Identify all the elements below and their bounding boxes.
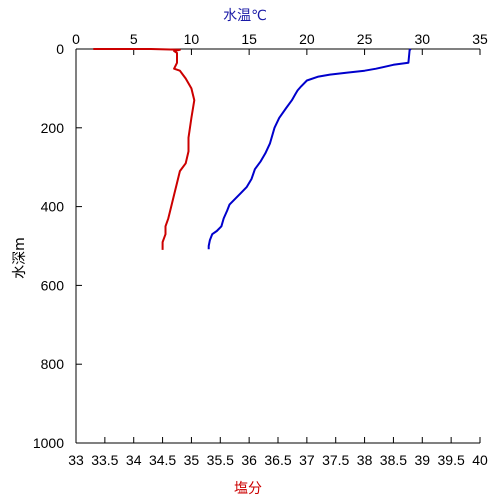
bottom-tick-label: 36: [241, 452, 257, 468]
salinity-line: [93, 48, 196, 250]
bottom-tick-label: 38: [357, 452, 373, 468]
plot-frame: [75, 48, 480, 444]
series-layer: [93, 48, 412, 250]
top-axis-title: 水温℃: [223, 8, 267, 24]
top-tick-label: 5: [130, 31, 138, 47]
y-tick-label: 200: [41, 120, 65, 136]
top-tick-label: 0: [72, 31, 80, 47]
y-tick-label: 400: [41, 199, 65, 215]
bottom-tick-label: 39.5: [438, 452, 465, 468]
top-tick-label: 20: [299, 31, 315, 47]
water-temperature-line: [207, 48, 412, 250]
bottom-tick-label: 34.5: [149, 452, 176, 468]
y-tick-label: 0: [56, 41, 64, 57]
bottom-tick-label: 33.5: [91, 452, 118, 468]
bottom-tick-label: 34: [126, 452, 142, 468]
top-tick-label: 35: [472, 31, 488, 47]
bottom-tick-label: 39: [414, 452, 430, 468]
bottom-tick-label: 38.5: [380, 452, 407, 468]
bottom-tick-label: 40: [472, 452, 488, 468]
bottom-tick-label: 37.5: [322, 452, 349, 468]
top-tick-label: 10: [184, 31, 200, 47]
y-tick-label: 600: [41, 277, 65, 293]
bottom-tick-label: 33: [68, 452, 84, 468]
top-axis: 0 5 10 15 20 25 30 35: [72, 31, 488, 55]
bottom-axis-title: 塩分: [234, 481, 262, 497]
bottom-tick-label: 37: [299, 452, 315, 468]
top-tick-label: 15: [241, 31, 257, 47]
y-axis: 0 200 400 600 800 1000: [33, 41, 82, 451]
y-axis-title: 水深m: [12, 237, 28, 279]
bottom-axis: 33 33.5 34 34.5 35 35.5 36 36.5 37 37.5 38 38.5 39 39…: [68, 437, 488, 468]
bottom-tick-label: 35.5: [207, 452, 234, 468]
top-tick-label: 25: [357, 31, 373, 47]
bottom-tick-label: 35: [184, 452, 200, 468]
y-tick-label: 800: [41, 356, 65, 372]
bottom-tick-label: 36.5: [264, 452, 291, 468]
top-tick-label: 30: [414, 31, 430, 47]
y-tick-label: 1000: [33, 435, 64, 451]
